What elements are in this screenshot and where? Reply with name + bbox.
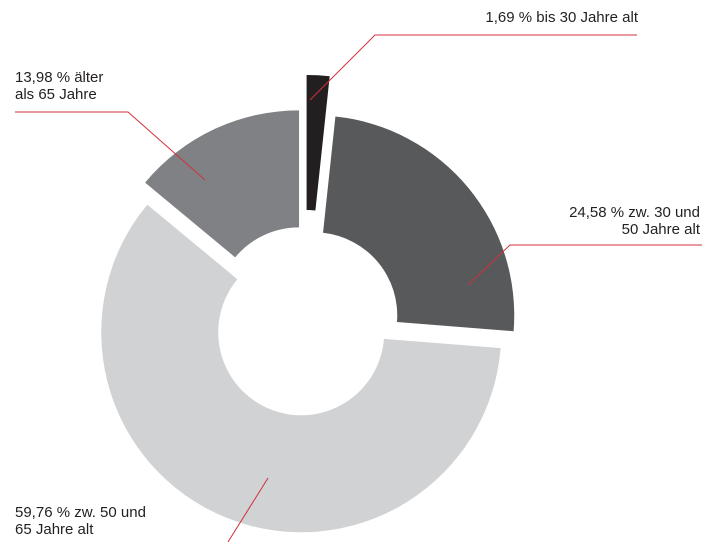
leader-line — [227, 477, 269, 542]
leader-line — [309, 34, 637, 101]
leader-line — [467, 244, 702, 286]
data-label: 65 Jahre alt — [15, 521, 94, 538]
data-label: 50 Jahre alt — [622, 221, 701, 238]
data-label: 59,76 % zw. 50 und — [15, 504, 146, 521]
donut-slice — [145, 110, 300, 258]
donut-slice — [323, 116, 515, 332]
donut-slice — [101, 204, 501, 533]
leader-line — [15, 111, 206, 181]
data-label: als 65 Jahre — [15, 86, 97, 103]
data-label: 24,58 % zw. 30 und — [569, 204, 700, 221]
data-label: 13,98 % älter — [15, 69, 103, 86]
data-label: 1,69 % bis 30 Jahre alt — [485, 9, 638, 26]
donut-slice — [306, 75, 330, 211]
